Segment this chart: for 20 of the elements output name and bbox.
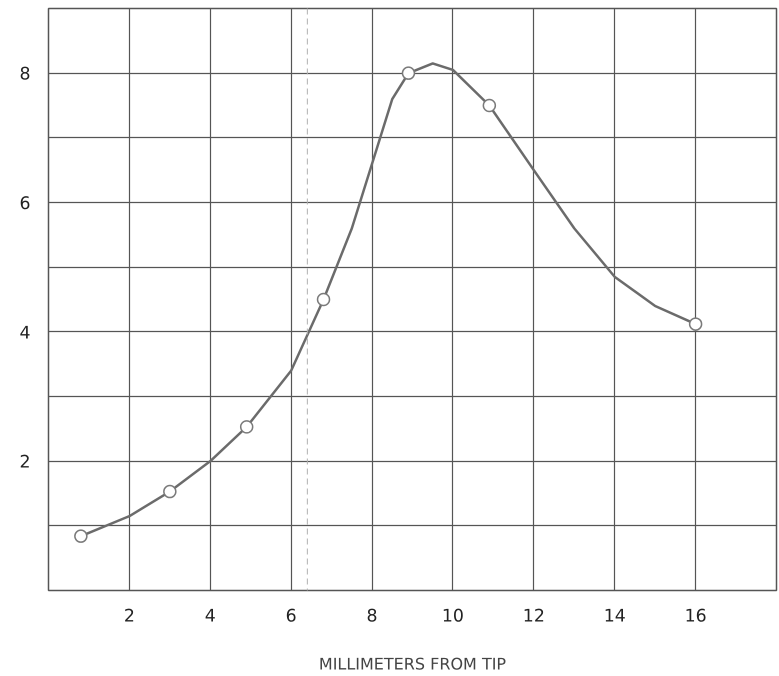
point [688, 317, 702, 331]
y-tick-label: 8 [19, 64, 31, 85]
x-tick-label: 4 [204, 606, 216, 626]
x-tick-label: 12 [522, 606, 545, 626]
x-tick-label: 16 [684, 606, 707, 626]
x-tick-label: 8 [366, 606, 378, 626]
point [163, 484, 177, 498]
x-tick-label: 14 [604, 606, 626, 626]
point [482, 98, 496, 112]
x-tick-label: 10 [442, 606, 464, 626]
y-tick-label: 6 [19, 194, 31, 214]
point [74, 529, 88, 543]
x-axis-title: MILLIMETERS FROM TIP [318, 654, 506, 674]
point [316, 292, 330, 306]
x-tick-label: 2 [124, 606, 135, 626]
y-tick-label: 4 [19, 323, 31, 344]
point [240, 420, 254, 434]
x-tick-label: 6 [286, 606, 297, 626]
point [402, 66, 416, 80]
y-tick-label: 2 [19, 452, 31, 473]
